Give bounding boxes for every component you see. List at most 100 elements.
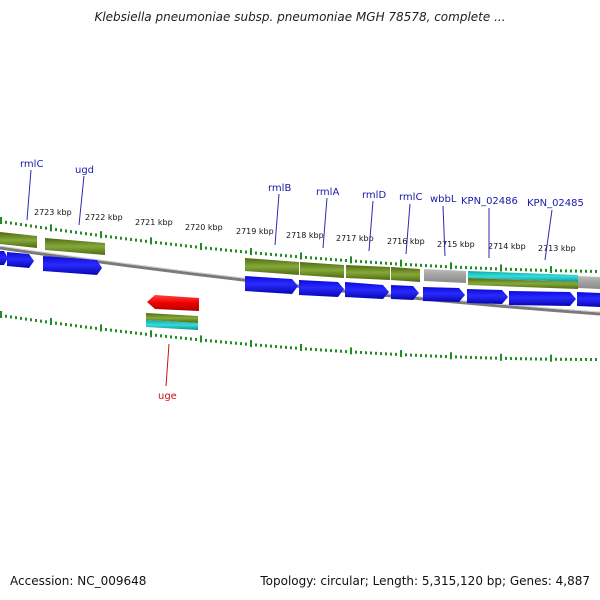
cds-arrow[interactable] [0, 251, 8, 265]
minor-tick [175, 243, 177, 247]
gene-label-rmla[interactable]: rmlA [316, 187, 339, 198]
minor-tick [305, 347, 307, 351]
ruler-label: 2714 kbp [488, 242, 526, 251]
misc-feature-bar[interactable] [578, 276, 600, 289]
minor-tick [405, 262, 407, 266]
minor-tick [340, 258, 342, 262]
minor-tick [595, 357, 597, 361]
minor-tick [420, 354, 422, 358]
gene-label-uge[interactable]: uge [158, 391, 177, 402]
uge-highlight-bar[interactable] [146, 320, 198, 330]
minor-tick [110, 235, 112, 239]
minor-tick [445, 265, 447, 269]
minor-tick [325, 348, 327, 352]
minor-tick [5, 220, 7, 224]
gene-label-rmlb[interactable]: rmlB [268, 183, 291, 194]
minor-tick [285, 345, 287, 349]
minor-tick [345, 259, 347, 263]
minor-tick [470, 266, 472, 270]
gene-label-kpn-02486[interactable]: KPN_02486 [461, 196, 518, 207]
ruler-label: 2715 kbp [437, 240, 475, 249]
gene-bar[interactable] [391, 267, 420, 282]
minor-tick [265, 344, 267, 348]
minor-tick [195, 337, 197, 341]
minor-tick [395, 262, 397, 266]
cds-arrow[interactable] [345, 282, 389, 299]
gene-label-rmlc-right[interactable]: rmlC [399, 192, 422, 203]
minor-tick [505, 267, 507, 271]
forward-cds-arrows [0, 251, 600, 307]
leader-line-uge [165, 343, 170, 387]
gene-bar[interactable] [300, 262, 344, 278]
minor-tick [555, 269, 557, 273]
minor-tick [95, 326, 97, 330]
minor-tick [240, 342, 242, 346]
ruler-label: 2722 kbp [85, 213, 123, 222]
minor-tick [525, 357, 527, 361]
cds-arrow[interactable] [391, 285, 419, 300]
minor-tick [20, 316, 22, 320]
major-tick [450, 262, 452, 270]
map-title: Klebsiella pneumoniae subsp. pneumoniae … [94, 10, 506, 24]
minor-tick [490, 356, 492, 360]
cds-arrow[interactable] [7, 252, 34, 268]
minor-tick [485, 266, 487, 270]
gene-bar[interactable] [346, 265, 390, 280]
minor-tick [210, 247, 212, 251]
major-tick [250, 340, 252, 348]
major-tick [400, 350, 402, 358]
cds-arrow[interactable] [423, 287, 465, 302]
minor-tick [340, 349, 342, 353]
minor-tick [260, 343, 262, 347]
minor-tick [60, 228, 62, 232]
minor-tick [570, 269, 572, 273]
uge-gene-bar[interactable] [146, 313, 198, 323]
gene-label-kpn-02485[interactable]: KPN_02485 [527, 198, 584, 209]
minor-tick [65, 229, 67, 233]
cds-arrow[interactable] [467, 289, 508, 304]
ruler-labels: 2723 kbp 2722 kbp 2721 kbp 2720 kbp 2719… [34, 208, 576, 253]
minor-tick [590, 269, 592, 273]
leader-line [544, 209, 553, 261]
minor-tick [140, 332, 142, 336]
gene-label-ugd[interactable]: ugd [75, 165, 94, 176]
major-tick [350, 256, 352, 264]
highlight-gene-bar[interactable] [468, 271, 578, 282]
gene-bar[interactable] [468, 278, 578, 289]
minor-tick [480, 356, 482, 360]
minor-tick [255, 343, 257, 347]
gene-label-rmld[interactable]: rmlD [362, 190, 386, 201]
gene-bar[interactable] [45, 238, 105, 255]
minor-tick [535, 357, 537, 361]
ruler-label: 2723 kbp [34, 208, 72, 217]
minor-tick [495, 356, 497, 360]
minor-tick [425, 354, 427, 358]
minor-tick [55, 321, 57, 325]
gene-label-rmlc-left[interactable]: rmlC [20, 159, 43, 170]
minor-tick [10, 315, 12, 319]
cds-arrow[interactable] [577, 292, 600, 307]
misc-feature-bar[interactable] [424, 269, 466, 283]
minor-tick [160, 334, 162, 338]
cds-arrow[interactable] [43, 256, 102, 275]
cds-arrow[interactable] [509, 291, 576, 306]
gene-label-wbbl[interactable]: wbbL [430, 194, 457, 205]
minor-tick [520, 357, 522, 361]
gene-bar[interactable] [245, 258, 299, 275]
minor-tick [220, 340, 222, 344]
minor-tick [325, 257, 327, 261]
cds-arrow[interactable] [299, 280, 344, 297]
cds-arrow[interactable] [245, 276, 298, 294]
uge-cds-arrow[interactable] [147, 295, 199, 311]
minor-tick [515, 357, 517, 361]
minor-tick [530, 357, 532, 361]
minor-tick [480, 266, 482, 270]
minor-tick [165, 334, 167, 338]
minor-tick [245, 342, 247, 346]
minor-tick [180, 243, 182, 247]
gene-bar[interactable] [0, 232, 37, 248]
ruler-label: 2721 kbp [135, 218, 173, 227]
minor-tick [310, 256, 312, 260]
minor-tick [80, 324, 82, 328]
